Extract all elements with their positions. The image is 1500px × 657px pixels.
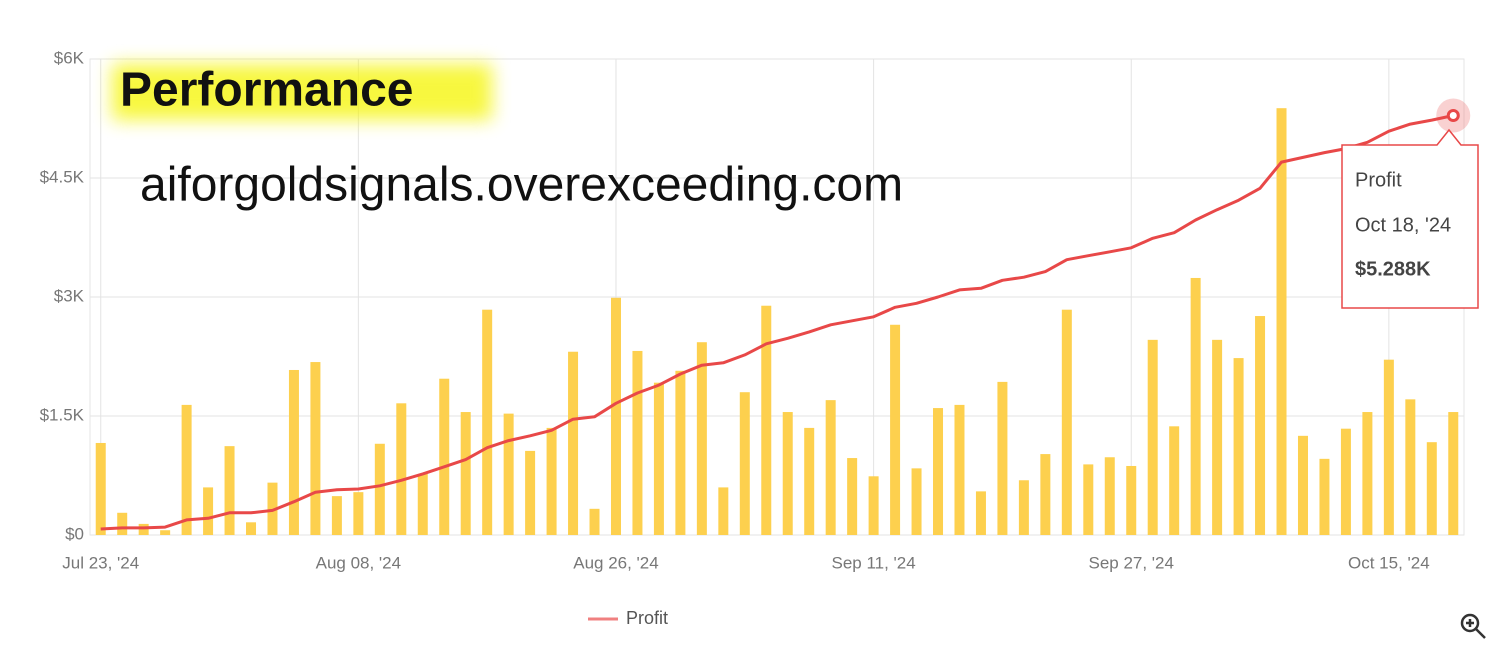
overlay-title: Performance — [120, 64, 413, 117]
tooltip-value: $5.288K — [1355, 258, 1431, 280]
overlay-subtitle: aiforgoldsignals.overexceeding.com — [140, 159, 903, 212]
bar — [868, 476, 879, 535]
bar — [374, 443, 385, 535]
bar — [117, 512, 128, 535]
bar — [847, 458, 858, 535]
bar — [1233, 358, 1244, 535]
bar — [739, 392, 750, 535]
tooltip-series: Profit — [1355, 169, 1402, 191]
legend-label[interactable]: Profit — [626, 608, 668, 628]
bar — [439, 378, 450, 535]
bar — [138, 523, 149, 535]
bar — [310, 362, 321, 535]
bar — [1104, 457, 1115, 535]
bar — [632, 350, 643, 535]
title-glow — [112, 64, 492, 120]
bar — [804, 427, 815, 535]
bar — [589, 508, 600, 535]
bar — [1297, 435, 1308, 535]
bar — [933, 408, 944, 535]
x-tick-label: Aug 26, '24 — [573, 553, 658, 572]
x-tick-label: Sep 27, '24 — [1088, 553, 1173, 572]
bar — [1147, 339, 1158, 535]
bar — [718, 487, 729, 535]
bar — [1383, 359, 1394, 535]
bar — [1083, 464, 1094, 535]
bar — [1276, 108, 1287, 535]
bar — [1426, 442, 1437, 535]
bar — [1340, 428, 1351, 535]
bar — [460, 412, 471, 535]
grid: $0 $1.5K $3K $4.5K $6K Jul 23, '24 Aug 08, '24… — [40, 48, 1465, 572]
bar — [203, 487, 214, 535]
x-tick-label: Oct 15, '24 — [1348, 553, 1430, 572]
y-tick-label: $0 — [65, 524, 84, 543]
bar — [546, 427, 557, 535]
bar — [568, 351, 579, 535]
zoom-icon[interactable] — [1460, 613, 1486, 639]
bar — [1212, 339, 1223, 535]
x-tick-label: Aug 08, '24 — [316, 553, 401, 572]
bar — [1319, 458, 1330, 535]
bar — [1255, 316, 1266, 535]
bar — [95, 442, 106, 535]
bar — [224, 446, 235, 535]
y-tick-label: $4.5K — [40, 167, 85, 186]
bar — [1362, 412, 1373, 535]
bar — [761, 305, 772, 535]
bar — [160, 530, 171, 535]
bar — [1018, 480, 1029, 535]
bar — [353, 492, 364, 535]
bar — [911, 468, 922, 535]
bar — [675, 370, 686, 535]
bar — [482, 309, 493, 535]
bar — [1040, 454, 1051, 535]
tooltip-box — [1341, 128, 1479, 309]
line — [100, 114, 1454, 531]
tooltip: Profit Oct 18, '24 $5.288K — [1341, 128, 1479, 309]
y-tick-label: $1.5K — [40, 405, 85, 424]
x-tick-label: Jul 23, '24 — [62, 553, 139, 572]
bar — [696, 342, 707, 535]
bar — [525, 450, 536, 535]
bar — [396, 403, 407, 535]
bar — [975, 491, 986, 535]
hover-point — [1446, 108, 1460, 122]
bar — [782, 412, 793, 535]
bar — [181, 404, 192, 535]
bar — [1061, 309, 1072, 535]
bar — [653, 382, 664, 535]
bar — [954, 404, 965, 535]
bar — [503, 413, 514, 535]
bar — [246, 522, 257, 535]
x-tick-label: Sep 11, '24 — [831, 553, 915, 572]
bar — [825, 400, 836, 535]
bar — [890, 324, 901, 535]
bar — [1405, 399, 1416, 535]
bar — [997, 381, 1008, 535]
bars — [95, 108, 1459, 535]
bar — [610, 297, 621, 535]
bar — [1448, 412, 1459, 535]
tooltip-date: Oct 18, '24 — [1355, 214, 1451, 236]
bar — [288, 369, 299, 535]
bar — [331, 496, 342, 535]
bar — [1190, 277, 1201, 535]
y-tick-label: $6K — [54, 48, 85, 67]
y-tick-label: $3K — [54, 286, 85, 305]
bar — [1126, 465, 1137, 535]
bar — [417, 473, 428, 535]
lines — [100, 98, 1471, 531]
bar — [1169, 426, 1180, 535]
